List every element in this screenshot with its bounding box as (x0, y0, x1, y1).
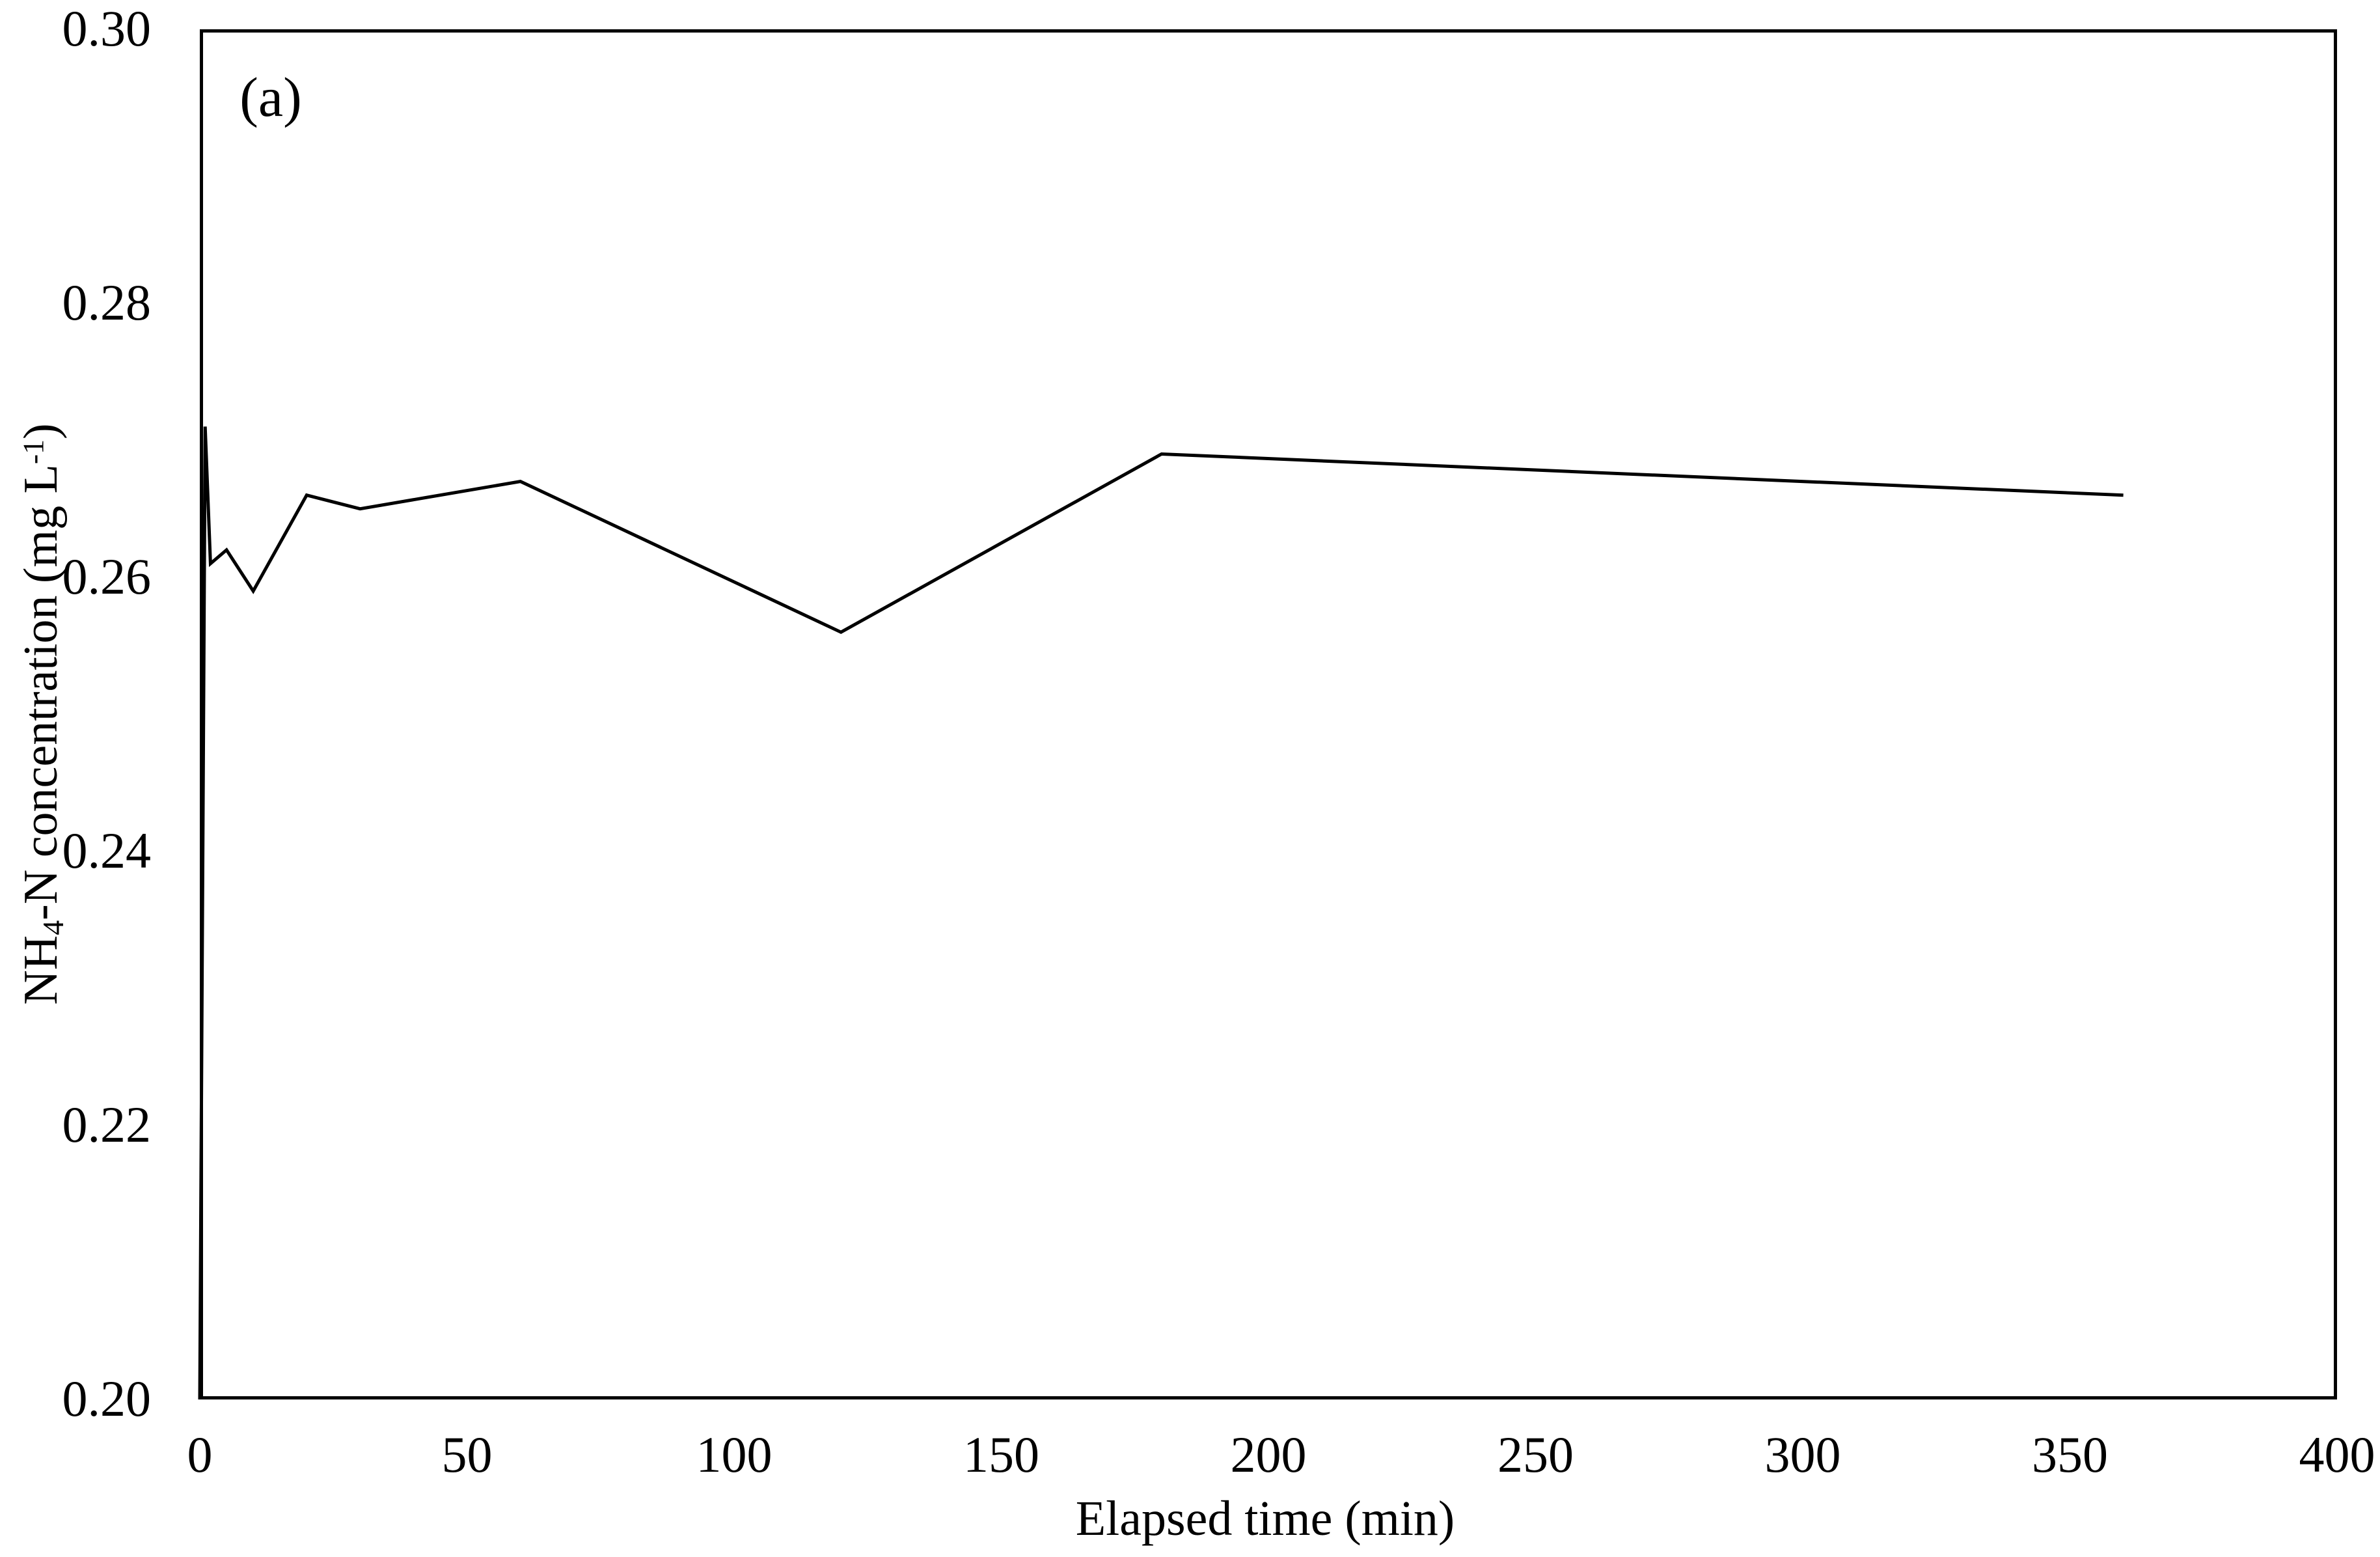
y-tick-label-4: 0.22 (62, 1096, 152, 1153)
y-title-superscript: -1 (16, 439, 50, 465)
plot-border (200, 29, 2337, 1399)
x-tick-label-8: 400 (2299, 1426, 2375, 1483)
x-tick-label-1: 50 (442, 1426, 493, 1483)
y-axis-tick-labels: 0.30 0.28 0.26 0.24 0.22 0.20 (62, 0, 152, 1427)
y-tick-label-1: 0.28 (62, 274, 152, 331)
x-tick-label-3: 150 (963, 1426, 1039, 1483)
x-tick-label-2: 100 (696, 1426, 773, 1483)
x-tick-label-4: 200 (1231, 1426, 1307, 1483)
y-tick-label-0: 0.30 (62, 0, 152, 57)
y-title-part1: NH (14, 935, 68, 1005)
y-tick-label-3: 0.24 (62, 822, 152, 879)
y-title-part2: -N concentration (mg L (14, 464, 68, 920)
y-title-part3: ) (14, 423, 68, 439)
y-axis-title: NH4-N concentration (mg L-1) (14, 423, 70, 1005)
x-tick-label-6: 300 (1765, 1426, 1841, 1483)
panel-label: (a) (239, 66, 301, 128)
x-tick-label-0: 0 (187, 1426, 213, 1483)
y-tick-label-2: 0.26 (62, 548, 152, 605)
data-line-nh4n (198, 426, 2124, 1400)
y-title-subscript: 4 (36, 920, 70, 935)
x-tick-label-7: 350 (2032, 1426, 2108, 1483)
y-tick-label-5: 0.20 (62, 1370, 152, 1427)
x-axis-title: Elapsed time (min) (1076, 1491, 1455, 1546)
x-tick-label-5: 250 (1498, 1426, 1574, 1483)
x-axis-tick-labels: 0 50 100 150 200 250 300 350 400 (187, 1426, 2375, 1483)
